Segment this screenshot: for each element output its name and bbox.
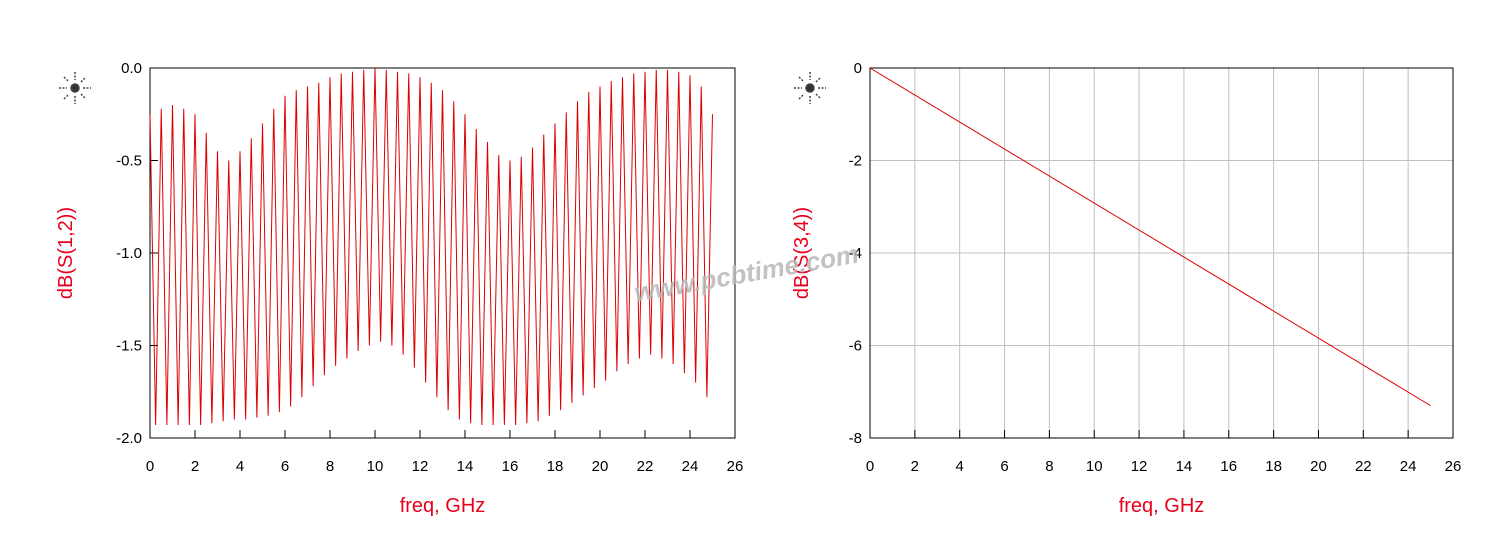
x-tick-label: 8 xyxy=(1045,458,1053,475)
x-tick-label: 4 xyxy=(956,458,964,475)
x-tick-label: 24 xyxy=(682,458,699,475)
x-tick-label: 4 xyxy=(236,458,244,475)
data-line xyxy=(869,67,1431,407)
y-tick-label: -6 xyxy=(849,338,862,355)
x-tick-label: 18 xyxy=(1265,458,1282,475)
y-axis-label: dB(S(3,4)) xyxy=(791,207,813,299)
y-tick-label: -2.0 xyxy=(116,430,142,447)
data-line xyxy=(149,67,713,426)
x-tick-label: 16 xyxy=(1220,458,1237,475)
x-tick-label: 12 xyxy=(412,458,429,475)
x-tick-label: 0 xyxy=(866,458,874,475)
x-tick-label: 6 xyxy=(1000,458,1008,475)
x-tick-label: 14 xyxy=(1176,458,1193,475)
x-tick-label: 20 xyxy=(592,458,609,475)
x-tick-label: 22 xyxy=(637,458,654,475)
x-axis-label: freq, GHz xyxy=(400,495,486,517)
x-tick-label: 24 xyxy=(1400,458,1417,475)
plot-frame xyxy=(869,67,1454,439)
x-tick-label: 16 xyxy=(502,458,519,475)
x-tick-label: 2 xyxy=(191,458,199,475)
y-tick-label: 0 xyxy=(854,60,862,77)
x-tick-label: 10 xyxy=(1086,458,1103,475)
x-tick-label: 26 xyxy=(1445,458,1462,475)
y-tick-label: -2 xyxy=(849,153,862,170)
x-tick-label: 26 xyxy=(727,458,744,475)
x-tick-label: 22 xyxy=(1355,458,1372,475)
y-tick-label: -8 xyxy=(849,430,862,447)
y-axis-label: dB(S(1,2)) xyxy=(55,207,77,299)
x-tick-label: 6 xyxy=(281,458,289,475)
x-tick-label: 0 xyxy=(146,458,154,475)
x-tick-label: 10 xyxy=(367,458,384,475)
logo xyxy=(59,72,91,104)
y-tick-label: -0.5 xyxy=(116,153,142,170)
watermark: www.pcbtime.com xyxy=(632,239,861,308)
y-tick-label: 0.0 xyxy=(121,60,142,77)
y-tick-label: -4 xyxy=(849,245,862,262)
logo xyxy=(794,72,826,104)
x-tick-label: 12 xyxy=(1131,458,1148,475)
plot-frame xyxy=(149,67,736,439)
x-tick-label: 8 xyxy=(326,458,334,475)
y-tick-label: -1.5 xyxy=(116,338,142,355)
x-axis-label: freq, GHz xyxy=(1119,495,1205,517)
x-tick-label: 20 xyxy=(1310,458,1327,475)
x-tick-label: 18 xyxy=(547,458,564,475)
x-tick-label: 14 xyxy=(457,458,474,475)
x-tick-label: 2 xyxy=(911,458,919,475)
y-tick-label: -1.0 xyxy=(116,245,142,262)
